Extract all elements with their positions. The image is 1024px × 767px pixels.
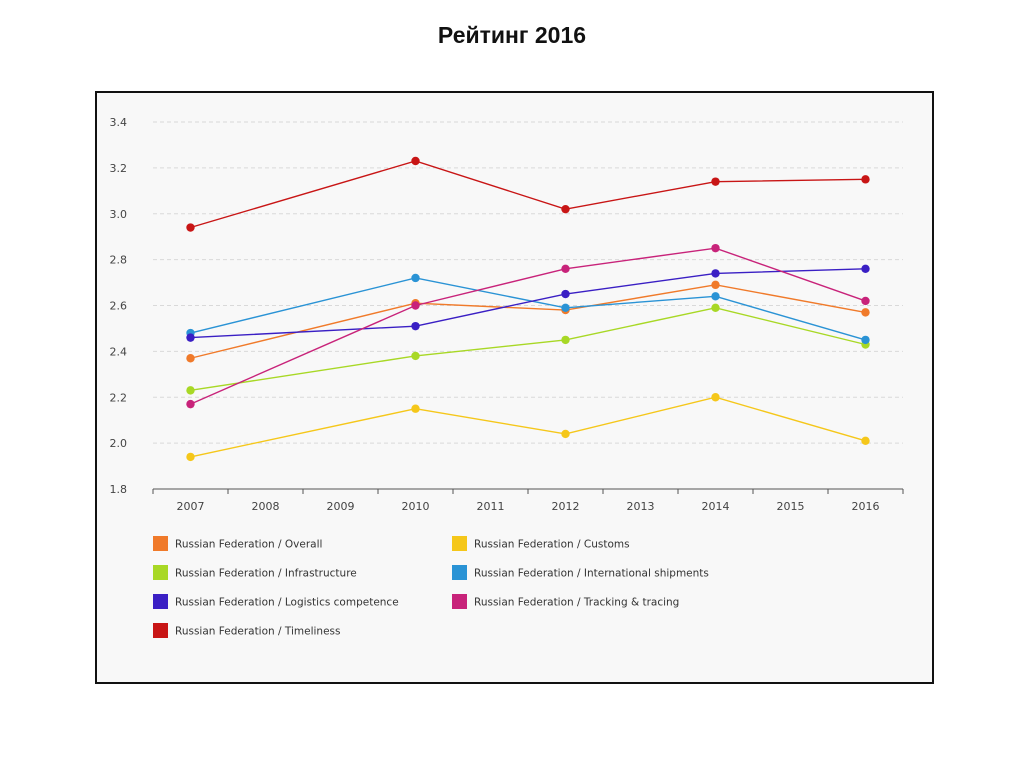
x-tick-label: 2012 <box>552 500 580 513</box>
data-point <box>711 292 720 301</box>
y-tick-label: 2.2 <box>110 391 128 404</box>
series-line <box>190 160 866 229</box>
slide-title: Рейтинг 2016 <box>437 22 587 48</box>
data-point <box>186 333 195 342</box>
series-line <box>190 307 866 392</box>
data-point <box>711 269 720 278</box>
data-point <box>861 296 870 306</box>
legend-swatch <box>452 536 467 551</box>
data-point <box>861 335 870 345</box>
legend-label: Russian Federation / International shipm… <box>474 568 709 580</box>
legend-label: Russian Federation / Tracking & tracing <box>474 597 679 609</box>
data-point <box>561 204 570 214</box>
legend-swatch <box>153 536 168 551</box>
legend-label: Russian Federation / Overall <box>175 539 322 551</box>
y-tick-label: 2.8 <box>110 254 128 267</box>
x-tick-label: 2007 <box>177 500 205 513</box>
series-line <box>190 284 866 359</box>
data-point <box>411 321 420 331</box>
data-point <box>186 386 195 395</box>
line-chart: 1.8 2.0 2.2 2.4 2.6 2.8 3.0 3.2 3.4 2007 2008 2009 2… <box>110 116 904 638</box>
data-point <box>186 223 195 232</box>
data-point <box>411 156 420 166</box>
y-tick-label: 1.8 <box>110 483 128 496</box>
legend-swatch <box>452 594 467 609</box>
data-point <box>711 280 720 290</box>
data-point <box>861 264 870 273</box>
data-point <box>411 404 420 413</box>
x-tick-label: 2011 <box>477 500 505 513</box>
data-point <box>711 393 720 402</box>
y-tick-label: 3.2 <box>110 162 128 175</box>
data-point <box>561 429 570 439</box>
x-tick-label: 2015 <box>777 500 805 513</box>
data-point <box>711 243 720 253</box>
x-tick-label: 2016 <box>852 500 880 513</box>
series-line <box>190 268 866 339</box>
data-point <box>861 308 870 317</box>
y-tick-label: 3.4 <box>110 116 128 129</box>
y-tick-label: 2.4 <box>110 345 128 358</box>
data-point <box>711 177 720 186</box>
data-point <box>561 335 570 345</box>
legend-swatch <box>153 594 168 609</box>
x-tick-label: 2008 <box>252 500 280 513</box>
data-point <box>186 452 195 462</box>
data-point <box>861 436 870 446</box>
x-tick-label: 2014 <box>702 500 730 513</box>
data-point <box>411 273 420 283</box>
data-point <box>186 399 195 409</box>
x-tick-label: 2009 <box>327 500 355 513</box>
legend-label: Russian Federation / Timeliness <box>175 626 340 638</box>
data-point <box>411 301 420 310</box>
legend-swatch <box>452 565 467 580</box>
data-point <box>861 175 870 184</box>
legend-swatch <box>153 623 168 638</box>
data-point <box>561 289 570 299</box>
x-tick-label: 2010 <box>402 500 430 513</box>
data-point <box>561 303 570 312</box>
x-tick-label: 2013 <box>627 500 655 513</box>
y-tick-label: 2.6 <box>110 300 128 313</box>
legend-label: Russian Federation / Logistics competenc… <box>175 597 399 609</box>
data-point <box>186 354 195 363</box>
data-point <box>711 303 720 312</box>
series-line <box>190 396 866 458</box>
legend-label: Russian Federation / Customs <box>474 539 630 551</box>
legend-label: Russian Federation / Infrastructure <box>175 568 357 580</box>
y-tick-label: 2.0 <box>110 437 128 450</box>
data-point <box>561 264 570 273</box>
y-tick-label: 3.0 <box>110 208 128 221</box>
data-point <box>411 351 420 361</box>
chart-frame: 1.8 2.0 2.2 2.4 2.6 2.8 3.0 3.2 3.4 2007 2008 2009 2… <box>95 91 934 684</box>
legend-swatch <box>153 565 168 580</box>
